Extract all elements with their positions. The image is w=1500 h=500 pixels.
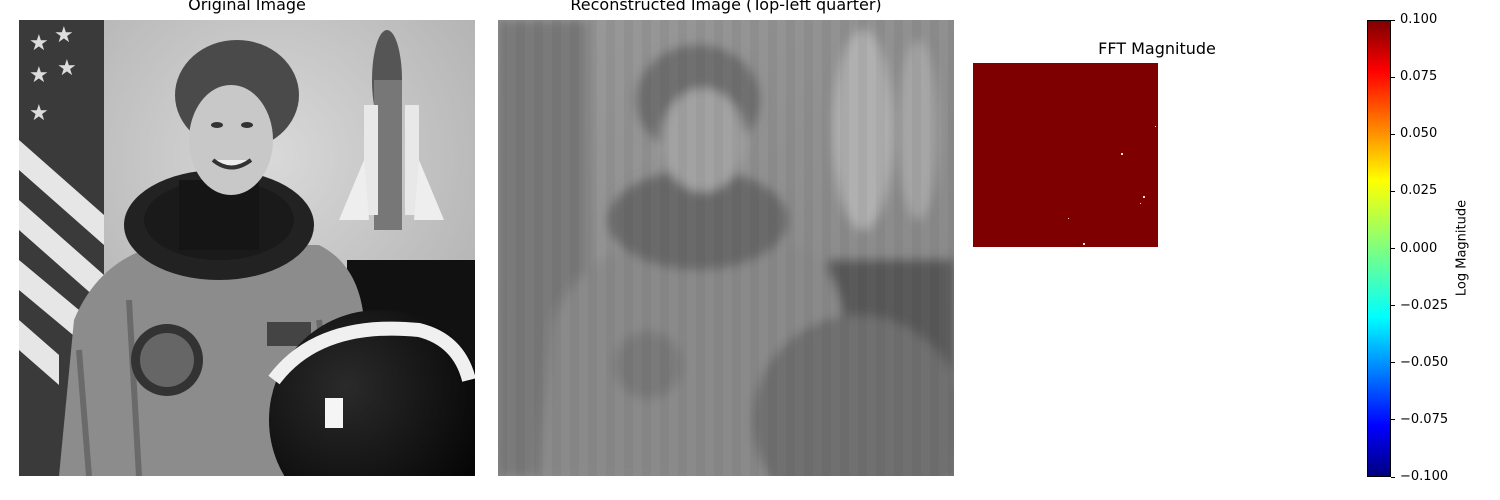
colorbar-tick-label: 0.000 — [1400, 240, 1438, 256]
svg-text:★: ★ — [29, 31, 49, 56]
svg-text:★: ★ — [54, 23, 74, 48]
fft-magnitude-title: FFT Magnitude — [1098, 39, 1216, 58]
original-image-graphic: ★ ★ ★ ★ ★ — [19, 20, 475, 476]
colorbar-tick-mark — [1391, 419, 1395, 421]
reconstructed-image — [498, 20, 954, 476]
colorbar-tick-label: −0.100 — [1400, 469, 1449, 484]
colorbar-tick-label: −0.050 — [1400, 354, 1449, 370]
colorbar — [1367, 20, 1391, 477]
colorbar-tick-label: −0.075 — [1400, 411, 1449, 427]
fft-magnitude-image — [973, 63, 1158, 247]
svg-text:★: ★ — [29, 63, 49, 88]
colorbar-tick-mark — [1391, 362, 1395, 364]
original-image-title: Original Image — [188, 0, 306, 14]
colorbar-label: Log Magnitude — [1454, 199, 1470, 297]
colorbar-tick-mark — [1391, 476, 1395, 478]
fft-magnitude-graphic — [973, 63, 1158, 247]
reconstructed-image-graphic — [498, 20, 954, 476]
colorbar-tick-label: −0.025 — [1400, 297, 1449, 313]
colorbar-tick-label: 0.025 — [1400, 183, 1438, 199]
colorbar-tick-mark — [1391, 76, 1395, 78]
colorbar-tick-label: 0.050 — [1400, 126, 1438, 142]
face — [189, 85, 273, 195]
colorbar-tick-mark — [1391, 133, 1395, 135]
colorbar-tick-label: 0.100 — [1400, 12, 1438, 27]
colorbar-tick-mark — [1391, 248, 1395, 249]
flag: ★ ★ ★ ★ ★ — [19, 20, 104, 476]
colorbar-tick-label: 0.075 — [1400, 69, 1438, 85]
reconstructed-image-title: Reconstructed Image (Top-left quarter) — [570, 0, 882, 14]
colorbar-tick-mark — [1391, 190, 1395, 192]
original-image: ★ ★ ★ ★ ★ — [19, 20, 475, 476]
colorbar-tick-mark — [1391, 305, 1395, 307]
colorbar-tick-mark — [1391, 19, 1395, 21]
svg-text:★: ★ — [57, 56, 77, 81]
helmet — [269, 310, 475, 476]
svg-text:★: ★ — [29, 101, 49, 126]
